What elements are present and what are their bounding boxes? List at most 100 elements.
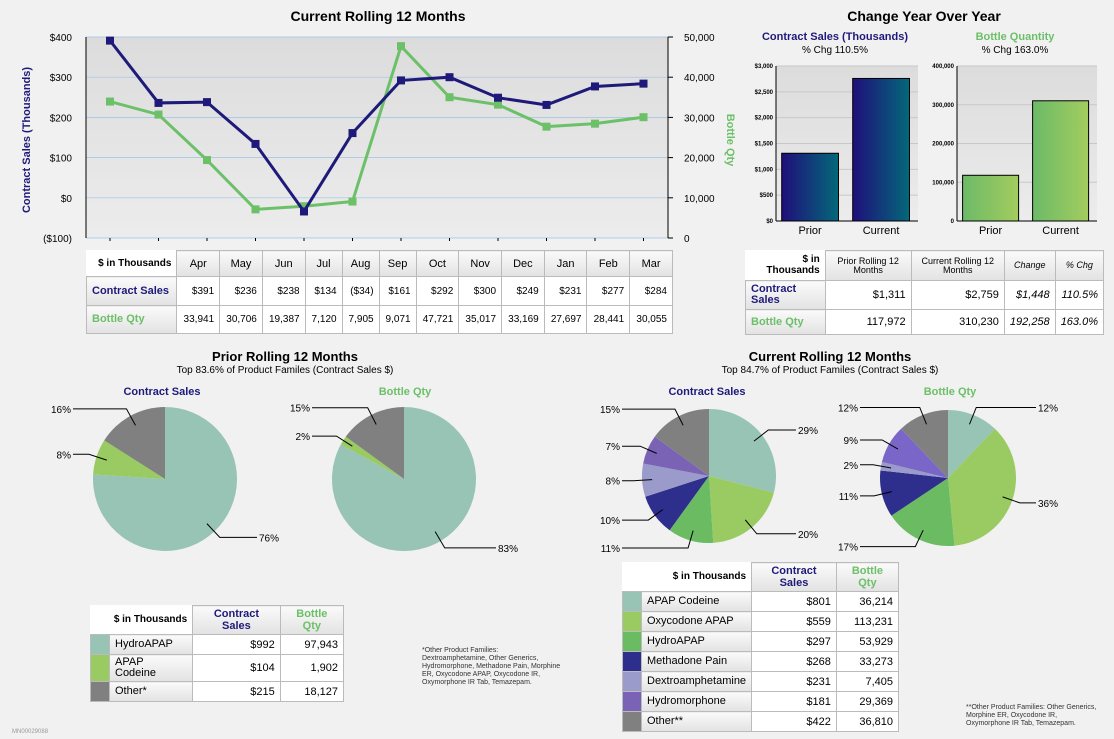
pie-data-label: 29% bbox=[798, 426, 818, 437]
pie-data-label: 10% bbox=[600, 516, 620, 527]
pie-data-label: 83% bbox=[498, 544, 518, 555]
y-tick-label: $100 bbox=[50, 154, 73, 165]
month-cell: 28,441 bbox=[586, 305, 631, 334]
x-tick-label: Current bbox=[1042, 225, 1079, 237]
y-tick-label: 300,000 bbox=[932, 103, 954, 109]
bottle-qty-cell: 1,902 bbox=[279, 654, 345, 682]
pie-slice-other bbox=[345, 407, 404, 479]
month-header: Aug bbox=[341, 250, 380, 277]
month-cell: $161 bbox=[378, 276, 417, 306]
pie-slice-dextroamphetamine bbox=[880, 461, 948, 478]
contract-sales-point bbox=[348, 129, 357, 138]
color-swatch bbox=[622, 651, 642, 672]
contract-sales-point bbox=[397, 76, 405, 85]
contract-sales-point bbox=[251, 139, 260, 148]
leader-line bbox=[312, 435, 353, 447]
color-swatch bbox=[622, 691, 642, 712]
month-header: Dec bbox=[501, 250, 545, 277]
legend-row: Methadone Pain $268 33,273 bbox=[622, 651, 900, 672]
legend-row: HydroAPAP $992 97,943 bbox=[90, 634, 345, 655]
yoy-sales-title: Contract Sales (Thousands) bbox=[761, 31, 909, 43]
y-tick-label: $200 bbox=[50, 113, 73, 124]
month-cell: 9,071 bbox=[378, 305, 417, 334]
month-cell: $134 bbox=[304, 276, 343, 306]
prior-sales-pie-title: Contract Sales bbox=[123, 386, 201, 398]
bar-prior bbox=[781, 152, 839, 222]
current-sales-pie-title: Contract Sales bbox=[668, 386, 746, 398]
month-cell: $292 bbox=[415, 276, 460, 306]
color-swatch bbox=[622, 591, 642, 612]
bottle-qty-point bbox=[203, 156, 211, 165]
color-swatch bbox=[622, 611, 642, 632]
leader-line bbox=[622, 408, 684, 426]
month-header: May bbox=[219, 250, 263, 277]
cell: 117,972 bbox=[824, 309, 912, 335]
month-header: Apr bbox=[176, 250, 221, 277]
pie-data-label: 9% bbox=[844, 436, 859, 447]
product-family: Oxycodone APAP bbox=[640, 611, 753, 632]
bottle-qty-point bbox=[591, 119, 599, 128]
month-header: Mar bbox=[629, 250, 673, 277]
yoy-title: Change Year Over Year bbox=[847, 8, 1001, 24]
bottle-qty-cell: 18,127 bbox=[279, 681, 345, 702]
current-qty-pie-title: Bottle Qty bbox=[923, 386, 977, 398]
bottle-qty-cell: 97,943 bbox=[279, 634, 345, 655]
row-label-bottle-qty: Bottle Qty bbox=[85, 305, 178, 334]
contract-sales-line bbox=[108, 39, 644, 215]
pie-data-label: 12% bbox=[838, 403, 858, 414]
legend-row: Oxycodone APAP $559 113,231 bbox=[622, 611, 900, 632]
y2-tick-label: 10,000 bbox=[684, 194, 715, 205]
leader-line bbox=[969, 406, 1036, 425]
product-family: Other* bbox=[108, 681, 194, 702]
y-tick-label: 400,000 bbox=[932, 64, 954, 70]
bottle-qty-point bbox=[348, 197, 357, 206]
y-tick-label: 100,000 bbox=[932, 180, 954, 186]
col-header: Contract Sales bbox=[751, 562, 837, 592]
yoy-qty-subtitle: % Chg 163.0% bbox=[981, 45, 1049, 56]
pie-slice-apapcodeine bbox=[948, 410, 995, 478]
month-cell: 33,169 bbox=[501, 305, 545, 334]
contract-sales-cell: $181 bbox=[751, 691, 837, 712]
bottle-qty-cell: 53,929 bbox=[835, 631, 900, 652]
color-swatch bbox=[622, 631, 642, 652]
bar-current bbox=[852, 77, 910, 222]
table-corner: $ in Thousands bbox=[98, 257, 172, 269]
col-header: Current Rolling 12 Months bbox=[910, 250, 1005, 281]
pie-data-label: 2% bbox=[844, 461, 859, 472]
prior-footnote: *Other Product Families: Dextroamphetami… bbox=[422, 647, 561, 686]
leader-line bbox=[622, 509, 664, 521]
current-subtitle: Top 84.7% of Product Familes (Contract S… bbox=[721, 365, 939, 376]
yoy-table: $ in Thousands Prior Rolling 12 Months Cur… bbox=[745, 250, 1105, 335]
color-swatch bbox=[90, 654, 110, 682]
month-cell: 7,905 bbox=[341, 305, 380, 334]
y2-tick-label: 0 bbox=[684, 234, 690, 245]
cell: 110.5% bbox=[1054, 280, 1105, 310]
pie-slice-hydromorphone bbox=[643, 436, 709, 476]
x-tick-label: Prior bbox=[979, 225, 1003, 237]
y-tick-label: $2,500 bbox=[755, 90, 774, 96]
bottle-qty-cell: 36,214 bbox=[835, 591, 900, 612]
legend-row: Other* $215 18,127 bbox=[90, 681, 345, 702]
contract-sales-point bbox=[494, 93, 502, 102]
row-label-contract-sales: Contract Sales bbox=[85, 276, 178, 306]
month-cell: $231 bbox=[543, 276, 588, 306]
bottle-qty-point bbox=[251, 205, 260, 214]
pie-data-label: 12% bbox=[1038, 403, 1058, 414]
month-header: Sep bbox=[378, 250, 417, 277]
pie-data-label: 8% bbox=[57, 450, 72, 461]
leader-line bbox=[860, 406, 927, 425]
bottle-qty-point bbox=[154, 110, 163, 119]
pie-data-label: 8% bbox=[606, 477, 621, 488]
month-header: Feb bbox=[586, 250, 631, 277]
current-legend-table: $ in Thousands Contract Sales Bottle Qty A… bbox=[622, 562, 900, 732]
product-family: Methadone Pain bbox=[640, 651, 753, 672]
y-tick-label: 0 bbox=[951, 219, 955, 225]
legend-row: Hydromorphone $181 29,369 bbox=[622, 691, 900, 712]
leader-line bbox=[860, 529, 924, 548]
y-tick-label: $0 bbox=[61, 194, 73, 205]
pie-slice-other bbox=[104, 407, 165, 479]
month-cell: $277 bbox=[586, 276, 631, 306]
y-tick-label: ($100) bbox=[43, 234, 72, 245]
pie-data-label: 11% bbox=[839, 492, 858, 503]
